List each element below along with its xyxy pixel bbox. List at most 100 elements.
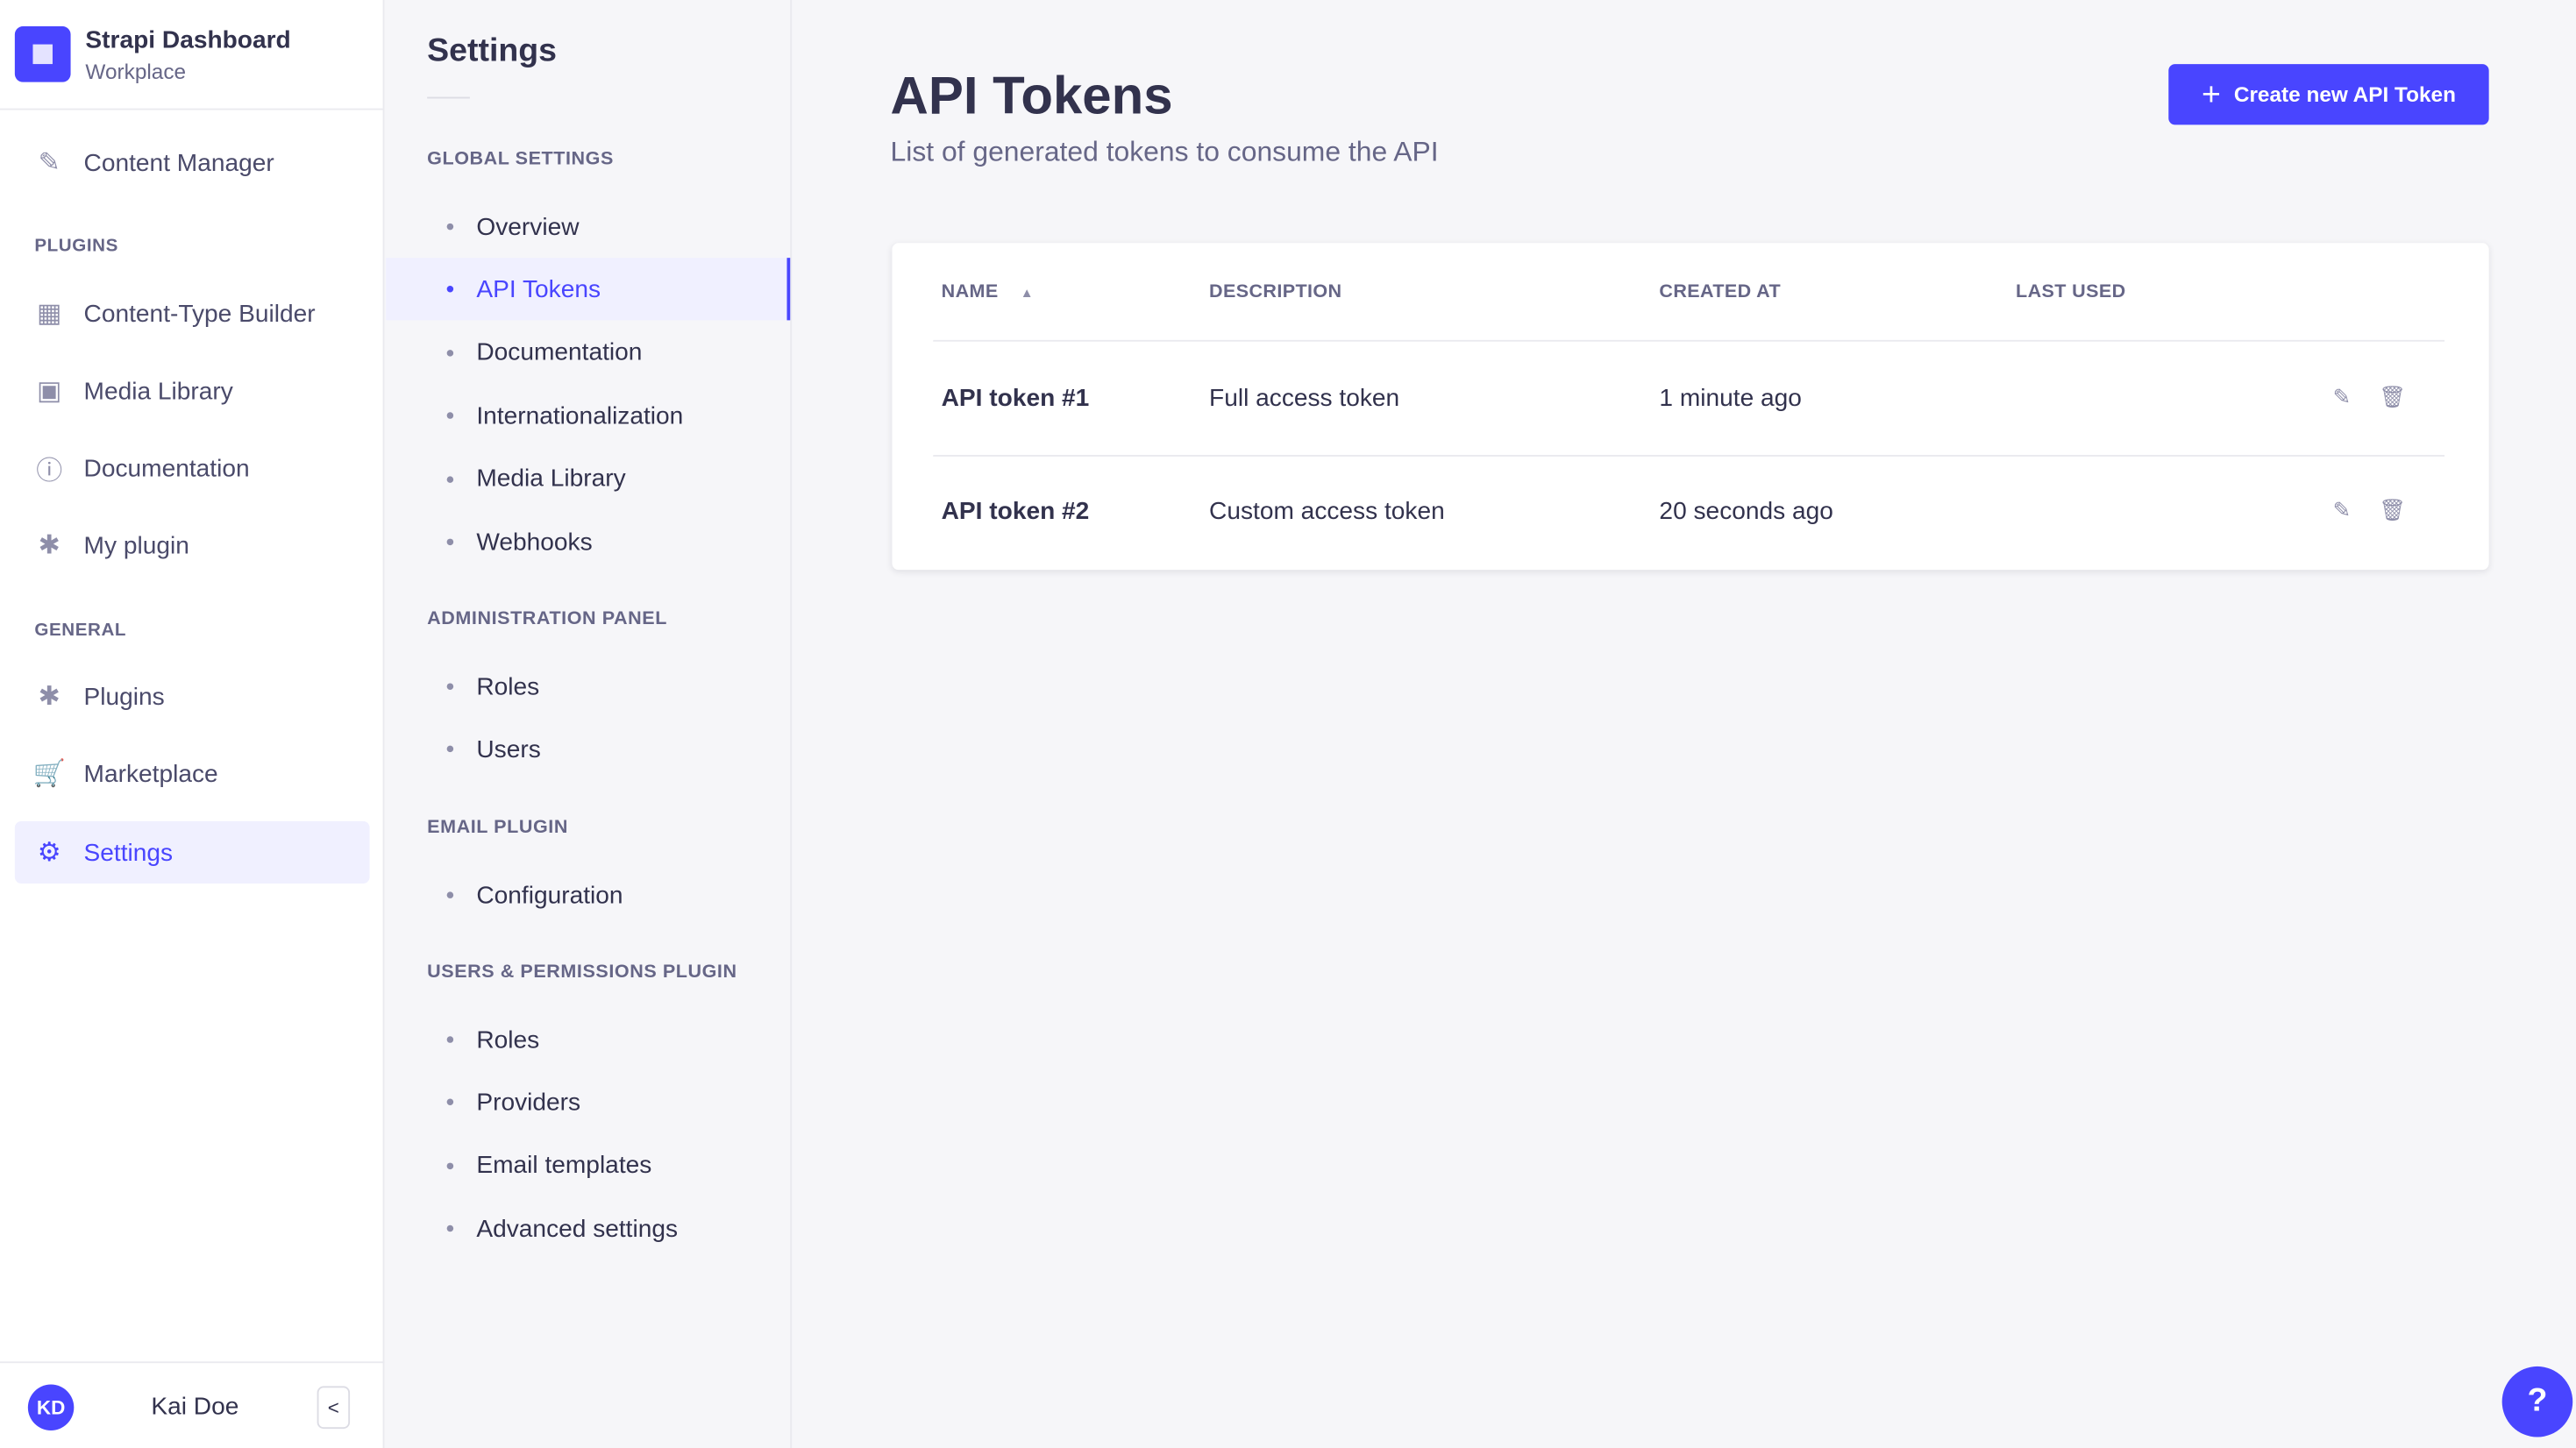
- settings-item-internationalization[interactable]: Internationalization: [386, 385, 790, 447]
- settings-item-label: Media Library: [476, 465, 626, 493]
- main-content: API Tokens List of generated tokens to c…: [793, 0, 2576, 1448]
- puzzle-icon: ✱: [38, 532, 60, 560]
- chevron-left-icon: <: [327, 1395, 339, 1419]
- brand-subtitle: Workplace: [85, 58, 187, 83]
- settings-item-label: Overview: [476, 212, 580, 241]
- settings-item-overview[interactable]: Overview: [386, 195, 790, 258]
- divider: [427, 96, 470, 99]
- brand: Strapi Dashboard Workplace: [0, 0, 383, 110]
- layout-icon: ▦: [37, 300, 62, 329]
- settings-item-label: Users: [476, 735, 541, 764]
- nav-item-content-manager[interactable]: ✎ Content Manager: [15, 131, 370, 194]
- settings-item-label: Roles: [476, 672, 540, 701]
- column-header-description: DESCRIPTION: [1209, 282, 1342, 302]
- settings-subnav: Settings GLOBAL SETTINGS Overview API Toke…: [386, 0, 793, 1448]
- nav-label: Content-Type Builder: [83, 299, 316, 328]
- bullet-icon: [446, 1099, 454, 1106]
- settings-item-configuration[interactable]: Configuration: [386, 864, 790, 926]
- column-header-created-at: CREATED AT: [1659, 282, 1782, 302]
- nav-item-my-plugin[interactable]: ✱ My plugin: [15, 514, 370, 576]
- page-subtitle: List of generated tokens to consume the …: [890, 136, 1439, 168]
- settings-item-label: Documentation: [476, 338, 643, 367]
- page-title: API Tokens: [890, 65, 1173, 125]
- help-button[interactable]: ?: [2501, 1366, 2573, 1437]
- token-name[interactable]: API token #1: [941, 384, 1090, 413]
- settings-section-label: EMAIL PLUGIN: [427, 818, 568, 838]
- settings-item-label: Providers: [476, 1089, 581, 1117]
- token-created-at: 1 minute ago: [1659, 384, 1802, 413]
- bullet-icon: [446, 412, 454, 420]
- settings-section-label: GLOBAL SETTINGS: [427, 149, 614, 169]
- settings-item-label: Email templates: [476, 1152, 652, 1180]
- settings-item-roles[interactable]: Roles: [386, 1008, 790, 1070]
- bullet-icon: [446, 1162, 454, 1169]
- bullet-icon: [446, 475, 454, 483]
- settings-item-label: API Tokens: [476, 275, 601, 304]
- edit-icon[interactable]: ✎: [2332, 384, 2352, 409]
- avatar[interactable]: KD: [27, 1384, 75, 1430]
- create-api-token-button[interactable]: + Create new API Token: [2168, 64, 2489, 125]
- user-footer: KD Kai Doe <: [0, 1361, 385, 1448]
- bullet-icon: [446, 349, 454, 357]
- nav-section-general: GENERAL: [34, 621, 127, 641]
- image-icon: ▣: [37, 377, 62, 406]
- settings-item-advanced-settings[interactable]: Advanced settings: [386, 1197, 790, 1260]
- brand-title: Strapi Dashboard: [85, 25, 291, 53]
- user-name[interactable]: Kai Doe: [151, 1392, 239, 1421]
- token-description: Custom access token: [1209, 497, 1445, 526]
- nav-label: Documentation: [83, 454, 250, 482]
- nav-item-media-library[interactable]: ▣ Media Library: [15, 359, 370, 422]
- bullet-icon: [446, 223, 454, 231]
- settings-item-label: Roles: [476, 1026, 540, 1054]
- bullet-icon: [446, 1225, 454, 1232]
- nav-item-settings[interactable]: ⚙ Settings: [14, 820, 370, 884]
- gear-icon: ⚙: [37, 839, 61, 868]
- token-description: Full access token: [1209, 384, 1400, 413]
- divider: [933, 455, 2445, 457]
- cart-icon: 🛒: [32, 760, 66, 789]
- settings-item-roles[interactable]: Roles: [386, 656, 790, 718]
- plus-icon: +: [2201, 76, 2221, 113]
- nav-section-plugins: PLUGINS: [34, 236, 118, 257]
- settings-item-api-tokens[interactable]: API Tokens: [386, 258, 791, 322]
- bullet-icon: [446, 538, 454, 546]
- trash-icon[interactable]: 🗑: [2379, 384, 2407, 409]
- settings-item-label: Webhooks: [476, 528, 593, 557]
- nav-label: Plugins: [83, 682, 165, 711]
- button-label: Create new API Token: [2233, 82, 2456, 107]
- column-header-name[interactable]: NAME ▲: [942, 282, 1034, 302]
- nav-label: Settings: [83, 838, 174, 867]
- nav-item-content-type-builder[interactable]: ▦ Content-Type Builder: [15, 282, 370, 344]
- settings-item-documentation[interactable]: Documentation: [386, 322, 790, 384]
- nav-item-documentation[interactable]: ⓘ Documentation: [15, 437, 370, 499]
- bullet-icon: [446, 891, 454, 898]
- settings-item-providers[interactable]: Providers: [386, 1071, 790, 1133]
- settings-item-label: Advanced settings: [476, 1214, 679, 1243]
- settings-item-users[interactable]: Users: [386, 719, 790, 781]
- bullet-icon: [446, 746, 454, 753]
- settings-item-email-templates[interactable]: Email templates: [386, 1134, 790, 1196]
- trash-icon[interactable]: 🗑: [2379, 497, 2407, 522]
- settings-item-media-library[interactable]: Media Library: [386, 448, 790, 510]
- strapi-logo: [14, 25, 71, 82]
- settings-item-webhooks[interactable]: Webhooks: [386, 511, 790, 573]
- settings-section-label: USERS & PERMISSIONS PLUGIN: [427, 962, 737, 983]
- settings-item-label: Internationalization: [476, 401, 684, 430]
- puzzle-icon: ✱: [38, 683, 60, 712]
- nav-item-marketplace[interactable]: 🛒 Marketplace: [15, 742, 370, 805]
- bullet-icon: [446, 286, 454, 294]
- collapse-nav-button[interactable]: <: [317, 1386, 351, 1430]
- sort-ascending-icon[interactable]: ▲: [1020, 286, 1034, 301]
- nav-label: My plugin: [83, 531, 189, 559]
- bullet-icon: [446, 1036, 454, 1043]
- edit-icon[interactable]: ✎: [2332, 497, 2352, 522]
- nav-label: Content Manager: [83, 148, 274, 177]
- tokens-table: NAME ▲ DESCRIPTION CREATED AT LAST USED …: [892, 243, 2489, 571]
- bullet-icon: [446, 683, 454, 690]
- token-name[interactable]: API token #2: [941, 497, 1090, 526]
- main-nav: Strapi Dashboard Workplace ✎ Content Mana…: [0, 0, 385, 1448]
- column-header-last-used: LAST USED: [2016, 282, 2126, 302]
- info-icon: ⓘ: [36, 458, 63, 486]
- settings-section-label: ADMINISTRATION PANEL: [427, 609, 667, 629]
- nav-item-plugins[interactable]: ✱ Plugins: [15, 665, 370, 728]
